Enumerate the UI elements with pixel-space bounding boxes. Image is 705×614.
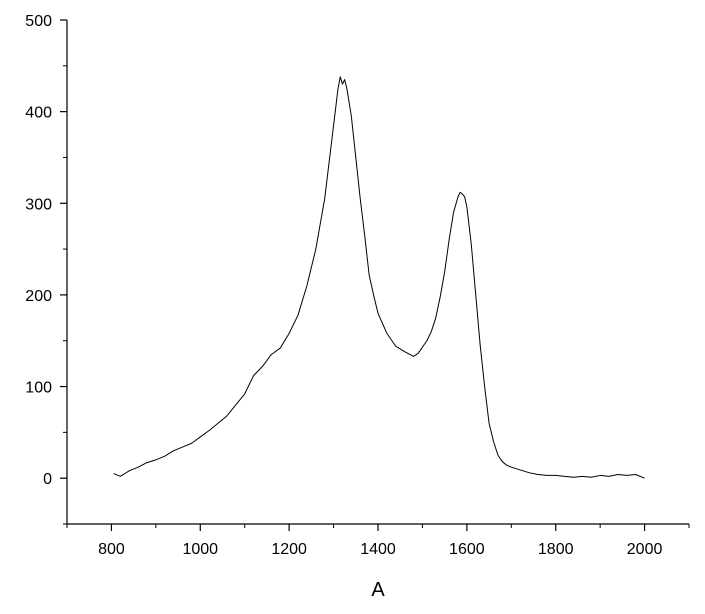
x-tick-label: 1400	[360, 541, 396, 558]
x-tick-label: 2000	[627, 541, 663, 558]
y-tick-label: 500	[25, 13, 52, 30]
ticks	[60, 19, 690, 531]
x-tick-label: 1800	[538, 541, 574, 558]
x-tick-label: 1600	[449, 541, 485, 558]
x-tick-label: 1000	[182, 541, 218, 558]
x-axis-label: A	[371, 579, 385, 601]
y-tick-label: 200	[25, 288, 52, 305]
x-tick-label: 1200	[271, 541, 307, 558]
x-tick-label: 800	[98, 541, 125, 558]
series-line	[113, 76, 645, 479]
y-tick-label: 100	[25, 380, 52, 397]
y-tick-label: 300	[25, 196, 52, 213]
y-tick-label: 400	[25, 105, 52, 122]
y-tick-label: 0	[43, 471, 52, 488]
axes	[66, 20, 689, 525]
tick-labels: 0 100 200 300 400 500 800 1000 1200 1400 1600 1800 2…	[25, 13, 662, 558]
series-layer	[113, 76, 645, 479]
